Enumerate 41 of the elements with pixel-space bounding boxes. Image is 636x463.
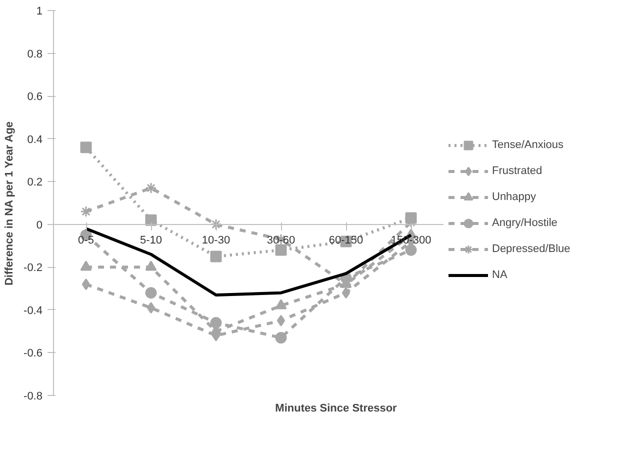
y-tick-label: 0.8 (27, 48, 43, 60)
point (275, 244, 287, 256)
point (80, 206, 92, 218)
legend-label: Depressed/Blue (492, 243, 570, 255)
x-tick-label: 0-5 (78, 234, 94, 246)
point (80, 260, 92, 271)
x-tick-label: 60-150 (328, 234, 364, 246)
point (210, 250, 222, 262)
y-tick-label: -0.4 (24, 304, 43, 317)
point (275, 299, 287, 310)
x-tick-label: 5-10 (140, 234, 162, 246)
point (342, 287, 350, 299)
x-axis-title: Minutes Since Stressor (275, 402, 398, 414)
y-tick-label: 1 (36, 6, 43, 18)
x-tick-label: 30-60 (266, 234, 296, 246)
legend-label: Angry/Hostile (492, 217, 558, 229)
point (210, 317, 222, 329)
point (146, 302, 156, 314)
point (210, 218, 222, 230)
legend-label: Unhappy (492, 191, 536, 203)
point (405, 244, 417, 256)
y-tick-label: 0.2 (27, 176, 43, 189)
y-tick-label: -0.8 (24, 390, 43, 402)
y-tick-label: 0.6 (27, 91, 43, 104)
point (275, 332, 287, 344)
legend-label: Tense/Anxious (492, 139, 564, 151)
x-tick-label: 10-30 (202, 234, 230, 246)
point (80, 142, 92, 154)
y-tick-label: 0 (36, 219, 43, 232)
y-tick-label: 0.4 (27, 134, 43, 146)
y-axis-title: Difference in NA per 1 Year Age (4, 121, 16, 286)
point (145, 287, 157, 299)
point (145, 260, 157, 271)
y-tick-label: -0.2 (24, 262, 43, 274)
point (145, 214, 157, 226)
legend-label: NA (492, 269, 508, 281)
point (145, 182, 157, 194)
y-tick-label: -0.6 (24, 348, 43, 360)
point (276, 314, 286, 326)
point (82, 278, 90, 290)
legend-label: Frustrated (492, 165, 542, 177)
